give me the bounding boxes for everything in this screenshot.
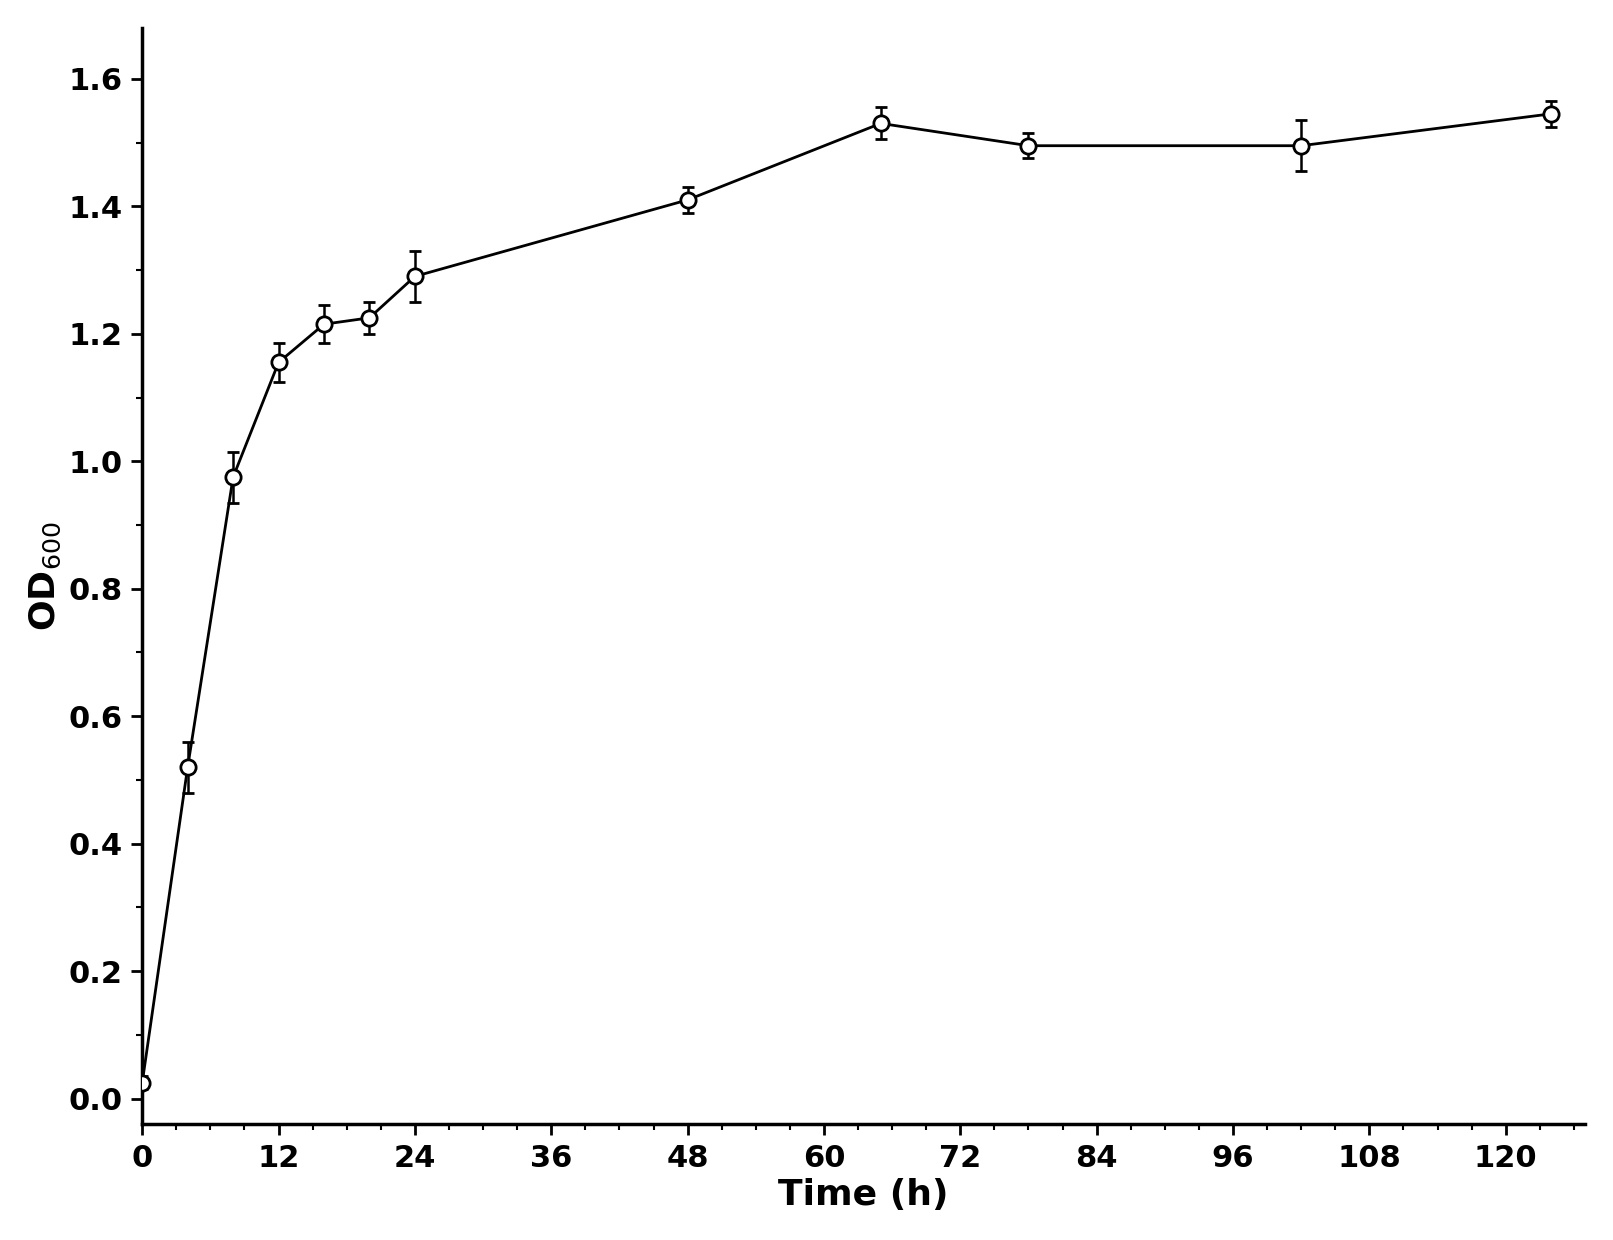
Y-axis label: OD$_{600}$: OD$_{600}$	[27, 521, 63, 631]
X-axis label: Time (h): Time (h)	[779, 1178, 948, 1213]
